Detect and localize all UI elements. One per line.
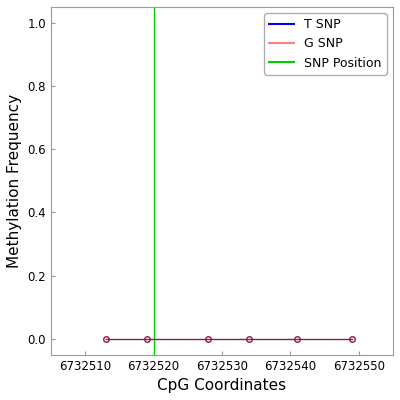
Y-axis label: Methylation Frequency: Methylation Frequency xyxy=(7,94,22,268)
X-axis label: CpG Coordinates: CpG Coordinates xyxy=(158,378,286,393)
Legend: T SNP, G SNP, SNP Position: T SNP, G SNP, SNP Position xyxy=(264,13,387,75)
